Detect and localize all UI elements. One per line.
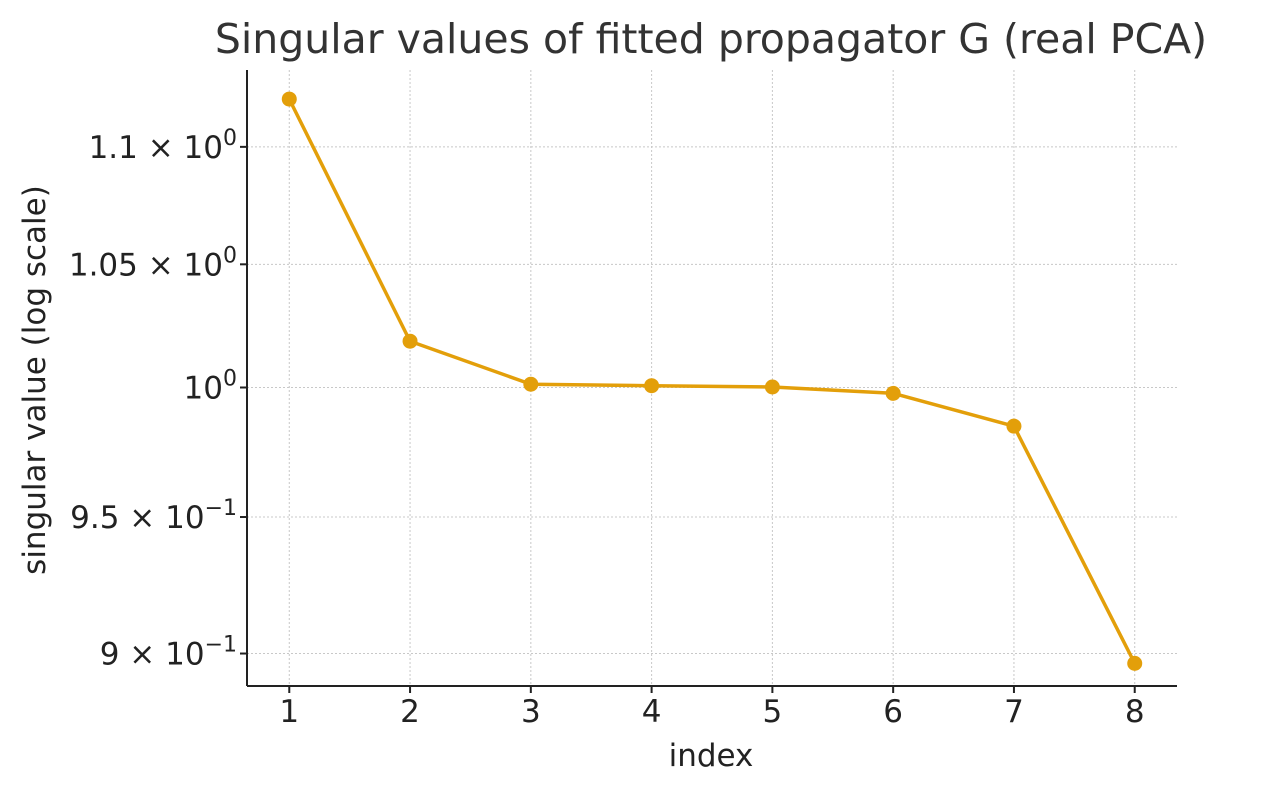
x-tick-label: 5 <box>763 694 783 730</box>
data-point <box>885 385 901 401</box>
y-tick-label: 1.05 × 100 <box>69 243 237 283</box>
x-axis-label: index <box>669 738 754 774</box>
x-axis-ticks: 1 2 3 4 5 6 7 8 <box>279 686 1145 730</box>
x-tick-label: 2 <box>400 694 420 730</box>
x-tick-label: 1 <box>279 694 299 730</box>
y-tick-label: 100 <box>184 367 237 407</box>
data-point <box>1006 418 1022 434</box>
y-axis-label: singular value (log scale) <box>17 185 53 575</box>
series-group <box>281 91 1143 671</box>
data-point <box>523 376 539 392</box>
data-point <box>644 378 660 394</box>
chart-title: Singular values of fitted propagator G (… <box>215 15 1207 63</box>
data-point <box>402 333 418 349</box>
x-tick-label: 4 <box>642 694 662 730</box>
data-point <box>281 91 297 107</box>
y-axis-ticks: 9 × 10−1 9.5 × 10−1 100 1.05 × 100 1.1 × 100 <box>69 126 247 673</box>
y-tick-label: 9 × 10−1 <box>100 633 237 673</box>
data-point <box>1127 655 1143 671</box>
y-tick-label: 1.1 × 100 <box>89 126 237 166</box>
x-tick-label: 7 <box>1004 694 1024 730</box>
x-tick-label: 8 <box>1125 694 1145 730</box>
x-tick-label: 6 <box>883 694 903 730</box>
series-line <box>287 98 1137 665</box>
data-point <box>764 379 780 395</box>
y-tick-label: 9.5 × 10−1 <box>70 496 237 536</box>
x-tick-label: 3 <box>521 694 541 730</box>
grid <box>247 70 1177 686</box>
axes-spines <box>246 70 1177 687</box>
